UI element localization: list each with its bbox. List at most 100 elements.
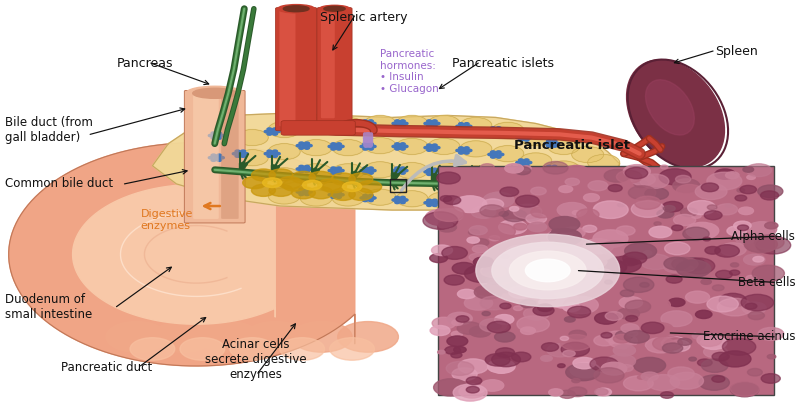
Circle shape <box>550 143 554 145</box>
Circle shape <box>396 139 428 154</box>
Circle shape <box>533 305 554 316</box>
Circle shape <box>432 144 437 146</box>
Circle shape <box>273 155 278 157</box>
Circle shape <box>735 195 746 201</box>
Circle shape <box>761 374 780 383</box>
Circle shape <box>430 202 434 204</box>
Circle shape <box>438 221 453 229</box>
Circle shape <box>616 226 635 236</box>
Circle shape <box>550 191 554 194</box>
Circle shape <box>395 125 400 127</box>
Circle shape <box>267 128 272 130</box>
Circle shape <box>363 143 368 145</box>
Circle shape <box>697 334 722 346</box>
Circle shape <box>482 199 504 210</box>
Circle shape <box>518 204 523 207</box>
Circle shape <box>403 199 408 201</box>
Circle shape <box>492 195 524 211</box>
Circle shape <box>516 161 521 164</box>
FancyBboxPatch shape <box>279 10 295 126</box>
Ellipse shape <box>319 5 350 12</box>
Circle shape <box>398 145 402 147</box>
Circle shape <box>328 169 333 172</box>
Circle shape <box>543 294 556 301</box>
Circle shape <box>496 348 514 357</box>
Circle shape <box>514 167 530 175</box>
Circle shape <box>331 191 336 194</box>
Circle shape <box>180 338 225 360</box>
Circle shape <box>469 253 484 261</box>
Circle shape <box>742 302 766 314</box>
Circle shape <box>568 387 587 397</box>
Circle shape <box>267 133 272 135</box>
Circle shape <box>269 184 293 196</box>
Circle shape <box>268 122 300 138</box>
Circle shape <box>337 143 342 145</box>
Circle shape <box>520 130 552 145</box>
Circle shape <box>243 152 248 155</box>
Circle shape <box>458 200 463 203</box>
Circle shape <box>513 204 542 219</box>
Circle shape <box>524 301 535 306</box>
Circle shape <box>307 168 312 170</box>
Circle shape <box>572 210 580 215</box>
Circle shape <box>747 175 755 179</box>
Circle shape <box>440 196 452 202</box>
Circle shape <box>738 207 754 215</box>
Circle shape <box>740 185 757 194</box>
Circle shape <box>426 120 431 122</box>
Circle shape <box>305 165 310 168</box>
Circle shape <box>734 221 751 230</box>
Circle shape <box>153 322 213 352</box>
Circle shape <box>453 384 487 401</box>
Circle shape <box>683 227 709 240</box>
Circle shape <box>278 177 302 189</box>
Text: Splenic artery: Splenic artery <box>320 11 408 24</box>
Polygon shape <box>9 143 355 366</box>
Circle shape <box>494 129 498 132</box>
Circle shape <box>458 123 463 125</box>
Circle shape <box>555 191 560 194</box>
Circle shape <box>558 185 573 193</box>
Bar <box>390 179 406 192</box>
Circle shape <box>494 205 498 207</box>
Circle shape <box>435 146 440 149</box>
Circle shape <box>634 181 648 187</box>
Circle shape <box>403 122 408 125</box>
Circle shape <box>614 335 630 343</box>
Circle shape <box>761 191 778 200</box>
Circle shape <box>280 338 325 360</box>
Circle shape <box>548 250 564 258</box>
Circle shape <box>398 122 402 125</box>
Circle shape <box>435 170 440 173</box>
Circle shape <box>544 143 549 145</box>
Circle shape <box>508 257 537 272</box>
FancyBboxPatch shape <box>221 93 238 219</box>
Circle shape <box>662 202 683 212</box>
Circle shape <box>305 188 310 191</box>
Circle shape <box>366 122 370 125</box>
Circle shape <box>458 128 463 130</box>
Circle shape <box>601 362 626 375</box>
Circle shape <box>470 226 487 235</box>
Circle shape <box>552 194 557 196</box>
Circle shape <box>625 167 648 179</box>
Circle shape <box>217 132 222 135</box>
Text: Duodenum of
small intestine: Duodenum of small intestine <box>5 292 92 321</box>
Circle shape <box>395 196 400 199</box>
Circle shape <box>464 152 469 154</box>
Circle shape <box>707 205 717 210</box>
Circle shape <box>464 123 469 125</box>
Circle shape <box>444 275 464 285</box>
Circle shape <box>296 191 301 193</box>
Circle shape <box>705 246 720 254</box>
Circle shape <box>488 179 493 181</box>
Circle shape <box>442 246 467 259</box>
Circle shape <box>332 190 364 206</box>
Circle shape <box>663 261 688 273</box>
Circle shape <box>520 197 552 213</box>
Circle shape <box>624 330 650 343</box>
Circle shape <box>435 122 440 125</box>
Circle shape <box>741 295 774 311</box>
Circle shape <box>424 122 429 125</box>
